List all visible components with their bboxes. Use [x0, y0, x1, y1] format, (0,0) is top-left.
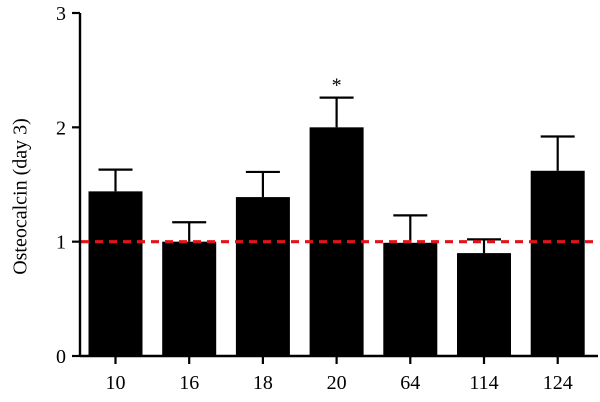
bar-124 — [530, 170, 585, 356]
y-tick-label-1: 1 — [56, 232, 66, 254]
x-tick-label-16: 16 — [179, 372, 199, 394]
x-tick-label-64: 64 — [400, 372, 420, 394]
axes-layer — [78, 13, 598, 358]
x-tick-label-124: 124 — [543, 372, 573, 394]
y-axis-title-group: Osteocalcin (day 3) — [10, 118, 32, 275]
bar-64 — [383, 242, 438, 356]
significance-marker-20: * — [332, 75, 342, 97]
y-tick-label-0: 0 — [56, 346, 66, 368]
bar-16 — [162, 241, 217, 356]
x-tick-label-18: 18 — [253, 372, 273, 394]
ticks-layer: 10 16 18 20 64 114 124 0 1 2 3 — [56, 3, 573, 394]
bar-114 — [457, 253, 511, 356]
bar-10 — [88, 191, 143, 356]
x-tick-label-20: 20 — [327, 372, 347, 394]
error-bars-layer — [98, 96, 575, 254]
bars-layer — [88, 127, 585, 356]
y-axis-title: Osteocalcin (day 3) — [10, 118, 32, 275]
annotations-layer: * — [332, 75, 342, 97]
y-tick-label-3: 3 — [56, 3, 66, 25]
x-tick-label-10: 10 — [106, 372, 126, 394]
y-tick-label-2: 2 — [56, 117, 66, 139]
x-tick-label-114: 114 — [469, 372, 498, 394]
bar-18 — [235, 197, 290, 356]
